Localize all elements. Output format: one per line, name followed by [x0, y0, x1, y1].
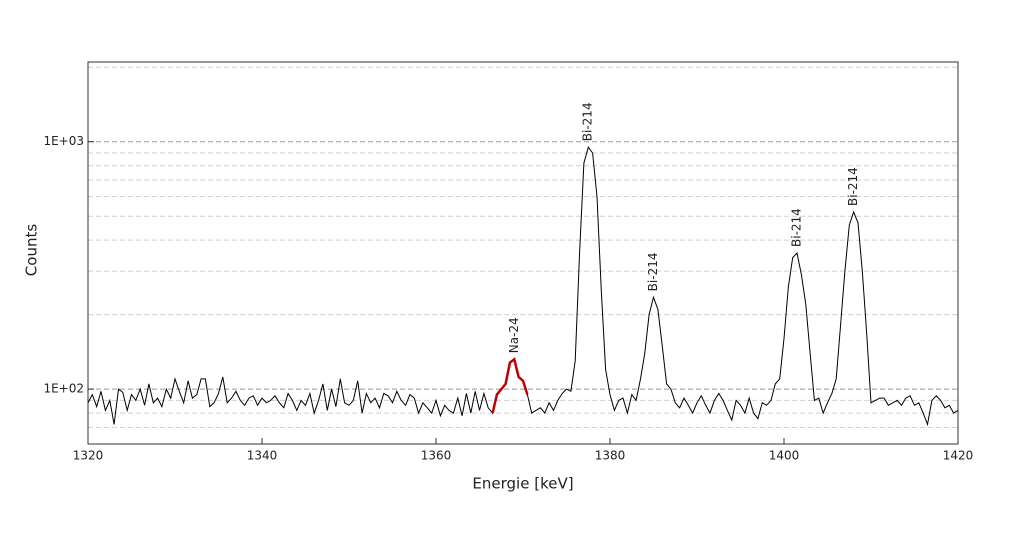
x-axis-label: Energie [keV]: [472, 475, 573, 493]
x-tick-label: 1320: [73, 449, 104, 463]
x-tick-label: 1400: [769, 449, 800, 463]
highlight-line: [491, 357, 529, 414]
peak-label: Bi-214: [581, 102, 595, 141]
y-tick-label: 1E+02: [43, 382, 84, 396]
peak-label: Bi-214: [790, 208, 804, 247]
peak-label: Bi-214: [846, 167, 860, 206]
peak-label: Bi-214: [646, 253, 660, 292]
plot-frame: [87, 61, 959, 445]
x-tick-label: 1340: [247, 449, 278, 463]
peak-label: Na-24: [507, 317, 521, 353]
x-tick-label: 1420: [943, 449, 974, 463]
x-tick-label: 1360: [421, 449, 452, 463]
x-tick-label: 1380: [595, 449, 626, 463]
y-axis-label: Counts: [23, 224, 41, 277]
y-tick-label: 1E+03: [43, 134, 84, 148]
